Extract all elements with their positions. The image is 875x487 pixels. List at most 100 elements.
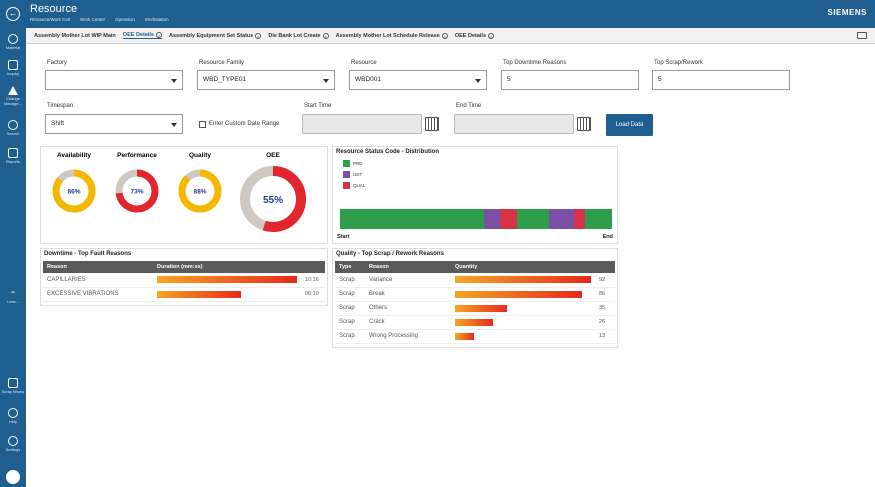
downtime-panel: Downtime - Top Fault Reasons Reason Dura… <box>40 248 328 306</box>
column-header <box>301 261 325 273</box>
type-cell: Scrap <box>335 287 365 302</box>
close-icon[interactable]: × <box>441 32 448 39</box>
table-row[interactable]: Scrap Wrong Processing 13 <box>335 329 615 344</box>
mail-icon[interactable] <box>857 32 867 39</box>
resource-select[interactable]: WBD001 <box>349 70 487 90</box>
sidebar-item-reports[interactable]: Reports <box>0 148 26 164</box>
end-time-input[interactable] <box>454 114 574 134</box>
sidebar-item-label: Reports <box>5 159 20 164</box>
resource-family-select[interactable]: WBD_TYPE01 <box>197 70 335 90</box>
sidebar-item-material[interactable]: Material <box>0 34 26 50</box>
timespan-value: Shift <box>51 120 65 127</box>
tab-label: Assembly Mother Lot WIP Main <box>34 32 116 39</box>
downtime-title: Downtime - Top Fault Reasons <box>44 251 132 257</box>
reason-cell: Variance <box>365 273 451 288</box>
close-icon[interactable]: × <box>322 32 329 39</box>
table-row[interactable]: EXCESSIVE VIBRATIONS 06:10 <box>43 287 325 302</box>
calendar-icon[interactable] <box>425 117 439 131</box>
quantity-bar-cell <box>451 315 595 330</box>
oee-gauges-panel: Availability 86% Performance 73% Quality 88% O… <box>40 146 328 244</box>
reports-icon <box>8 148 18 158</box>
material-icon <box>8 34 18 44</box>
scrap-works-icon <box>8 378 18 388</box>
type-cell: Scrap <box>335 273 365 288</box>
tab-bar: Assembly Mother Lot WIP Main OEE Details… <box>26 28 875 44</box>
tab-label: OEE Details <box>122 32 154 38</box>
quantity-bar-cell <box>451 329 595 344</box>
gauge-title: Performance <box>117 152 157 159</box>
column-header: Duration (mm:ss) <box>153 261 301 273</box>
sidebar-item-help[interactable]: Help <box>0 408 26 424</box>
status-segment <box>516 209 550 229</box>
duration-bar-cell <box>153 287 301 302</box>
gauges-chart: Availability 86% Performance 73% Quality 88% O… <box>52 152 306 232</box>
table-row[interactable]: Scrap Others 35 <box>335 301 615 316</box>
quantity-bar <box>455 290 583 298</box>
gauge-value: 55% <box>263 195 283 206</box>
status-segment <box>484 209 501 229</box>
end-time-label: End Time <box>456 103 482 109</box>
gauge-title: Availability <box>57 152 91 159</box>
type-cell: Scrap <box>335 315 365 330</box>
brand-logo: SIEMENS <box>827 8 867 17</box>
status-distribution-panel: Resource Status Code - Distribution PRD … <box>332 146 618 244</box>
end-label: End <box>602 234 613 240</box>
duration-bar <box>157 276 297 284</box>
close-icon[interactable]: × <box>488 32 495 39</box>
reason-cell: Wrong Processing <box>365 329 451 344</box>
timespan-label: Timespan <box>47 103 74 109</box>
sidebar-item-change-manage[interactable]: Change Manage... <box>0 86 26 106</box>
quantity-cell: 35 <box>595 301 615 316</box>
top-scrap-label: Top Scrap/Rework <box>654 60 704 66</box>
tab-assembly-mother-lot-wip-main[interactable]: Assembly Mother Lot WIP Main <box>34 33 116 39</box>
sidebar-item-inquiry[interactable]: Inquiry <box>0 60 26 76</box>
table-row[interactable]: Scrap Break 86 <box>335 287 615 302</box>
column-header: Type <box>335 261 365 273</box>
type-cell: Scrap <box>335 301 365 316</box>
legend-item: PRD <box>343 160 363 167</box>
quantity-cell: 26 <box>595 315 615 330</box>
timespan-select[interactable]: Shift <box>45 114 183 134</box>
tab-oee-details-2[interactable]: OEE Details × <box>455 32 495 39</box>
close-icon[interactable]: × <box>255 32 262 39</box>
back-icon[interactable]: ← <box>6 7 20 21</box>
start-time-input[interactable] <box>302 114 422 134</box>
breadcrumb-item[interactable]: Resource/Work Cell <box>30 17 70 22</box>
top-downtime-input[interactable]: 5 <box>501 70 639 90</box>
calendar-icon[interactable] <box>577 117 591 131</box>
sidebar-item-settings[interactable]: Settings <box>0 436 26 452</box>
load-data-button[interactable]: Load Data <box>606 114 653 136</box>
sidebar-item-label: Help <box>8 419 18 424</box>
tab-assembly-mother-lot-schedule-release[interactable]: Assembly Mother Lot Schedule Release × <box>336 32 448 39</box>
avatar[interactable] <box>6 470 20 484</box>
legend-swatch <box>343 171 350 178</box>
sidebar-item-scrap-works[interactable]: Scrap Works <box>0 378 26 394</box>
breadcrumb-item[interactable]: Work Center <box>79 17 106 22</box>
sidebar-item-less[interactable]: ⌃ Less... <box>0 290 26 304</box>
change-manage-icon <box>8 86 18 95</box>
status-segment <box>340 209 485 229</box>
close-icon[interactable]: × <box>155 32 162 38</box>
sidebar-item-label: Material <box>5 45 21 50</box>
tab-assembly-equipment-set-status[interactable]: Assembly Equipment Set Status × <box>169 32 262 39</box>
chevron-down-icon <box>475 79 481 83</box>
tab-oee-details[interactable]: OEE Details × <box>122 32 162 39</box>
column-header: Quantity <box>451 261 595 273</box>
start-label: Start <box>337 234 350 240</box>
table-row[interactable]: CAPILLARIES 10:16 <box>43 273 325 288</box>
top-bar: ← Resource Resource/Work Cell Work Cente… <box>0 0 875 28</box>
table-row[interactable]: Scrap Variance 92 <box>335 273 615 288</box>
sidebar-item-label: Change Manage... <box>4 96 22 106</box>
resource-family-value: WBD_TYPE01 <box>203 76 246 83</box>
quality-title: Quality - Top Scrap / Rework Reasons <box>336 251 444 257</box>
sidebar-item-search[interactable]: Search <box>0 120 26 136</box>
table-row[interactable]: Scrap Crack 26 <box>335 315 615 330</box>
tab-die-bank-lot-create[interactable]: Die Bank Lot Create × <box>268 32 329 39</box>
factory-select[interactable] <box>45 70 183 90</box>
breadcrumb-item[interactable]: Operation <box>115 17 135 22</box>
top-scrap-input[interactable]: 5 <box>652 70 790 90</box>
custom-date-checkbox[interactable] <box>199 121 206 128</box>
breadcrumb-item[interactable]: Workstation <box>144 17 169 22</box>
gauge-value: 88% <box>193 189 206 196</box>
